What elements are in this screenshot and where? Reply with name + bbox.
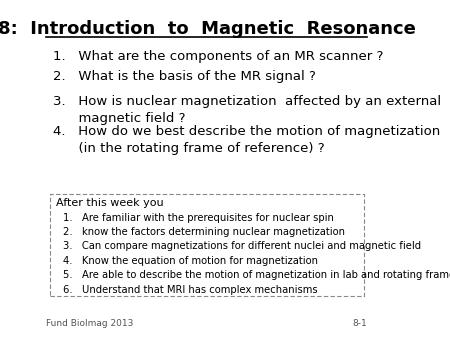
Text: 1.   Are familiar with the prerequisites for nuclear spin: 1. Are familiar with the prerequisites f… <box>63 213 334 223</box>
Text: 4.   How do we best describe the motion of magnetization
      (in the rotating : 4. How do we best describe the motion of… <box>53 125 440 155</box>
Text: 4.   Know the equation of motion for magnetization: 4. Know the equation of motion for magne… <box>63 256 318 266</box>
FancyBboxPatch shape <box>50 194 364 296</box>
Text: Fund BioImag 2013: Fund BioImag 2013 <box>46 319 134 328</box>
Text: 8:  Introduction  to  Magnetic  Resonance: 8: Introduction to Magnetic Resonance <box>0 20 416 38</box>
Text: 5.   Are able to describe the motion of magnetization in lab and rotating frame: 5. Are able to describe the motion of ma… <box>63 270 450 280</box>
Text: 3.   Can compare magnetizations for different nuclei and magnetic field: 3. Can compare magnetizations for differ… <box>63 241 421 251</box>
Text: After this week you: After this week you <box>56 198 164 208</box>
Text: 8-1: 8-1 <box>352 319 367 328</box>
Text: 1.   What are the components of an MR scanner ?: 1. What are the components of an MR scan… <box>53 50 383 63</box>
Text: 2.   know the factors determining nuclear magnetization: 2. know the factors determining nuclear … <box>63 227 345 237</box>
Text: 2.   What is the basis of the MR signal ?: 2. What is the basis of the MR signal ? <box>53 70 316 83</box>
Text: 3.   How is nuclear magnetization  affected by an external
      magnetic field : 3. How is nuclear magnetization affected… <box>53 95 441 125</box>
Text: 6.   Understand that MRI has complex mechanisms: 6. Understand that MRI has complex mecha… <box>63 285 318 295</box>
